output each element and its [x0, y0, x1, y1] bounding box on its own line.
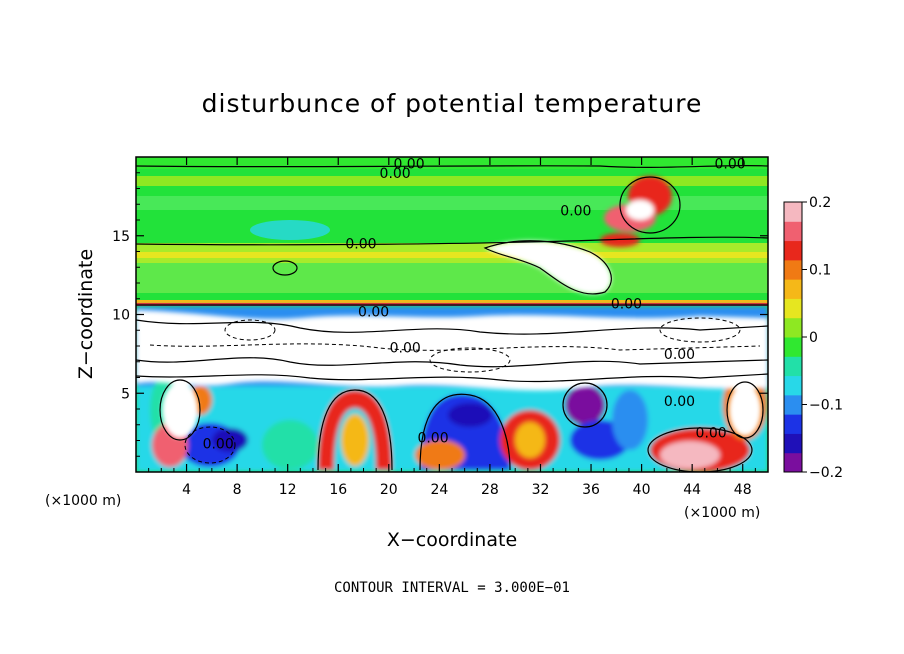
colorbar-swatch — [784, 221, 802, 242]
contour-label: 0.00 — [203, 437, 234, 453]
contour-label: 0.00 — [714, 156, 745, 172]
colorbar-swatch — [784, 394, 802, 415]
x-unit-right: (×1000 m) — [684, 505, 760, 521]
colorbar-swatch — [784, 279, 802, 299]
colorbar-swatch — [784, 356, 802, 377]
contour-labels: 0.000.000.000.000.000.00 0.000.00 0.000.00… — [203, 156, 746, 452]
colorbar-swatch — [784, 375, 802, 396]
colorbar-swatch — [784, 240, 802, 261]
colorbar-swatch — [784, 259, 802, 280]
colorbar-tick-label: 0.2 — [809, 195, 831, 211]
chart-title: disturbunce of potential temperature — [202, 89, 703, 118]
x-tick-label: 4 — [182, 482, 191, 498]
contour-label: 0.00 — [560, 204, 591, 220]
x-tick-label: 28 — [481, 482, 499, 498]
colorbar-swatch — [784, 452, 802, 473]
contour-label: 0.00 — [393, 156, 424, 172]
y-tick-label: 10 — [112, 308, 130, 324]
y-axis-label: Z−coordinate — [75, 249, 97, 379]
colorbar-swatch — [784, 317, 802, 338]
y-tick-label: 5 — [121, 386, 130, 402]
contour-label: 0.00 — [611, 296, 642, 312]
x-tick-label: 32 — [532, 482, 550, 498]
x-unit-left: (×1000 m) — [45, 493, 121, 509]
contour-label: 0.00 — [664, 394, 695, 410]
colorbar-tick-label: 0.1 — [809, 263, 831, 279]
colorbar-swatch — [784, 414, 802, 434]
contour-interval: CONTOUR INTERVAL = 3.000E−01 — [334, 580, 570, 596]
colorbar-tick-label: −0.2 — [809, 465, 843, 481]
colorbar: 0.2 0.1 0 −0.1 −0.2 — [783, 195, 843, 481]
contour-label: 0.00 — [380, 166, 411, 182]
colorbar-tick-label: 0 — [809, 330, 818, 346]
colorbar-swatch — [784, 298, 802, 319]
y-tick-label: 15 — [112, 229, 130, 245]
x-tick-label: 44 — [683, 482, 701, 498]
contour-label: 0.00 — [358, 304, 389, 320]
x-tick-label: 48 — [734, 482, 752, 498]
x-tick-label: 36 — [582, 482, 600, 498]
colorbar-swatch — [784, 337, 802, 357]
contour-label: 0.00 — [417, 430, 448, 446]
x-tick-label: 24 — [430, 482, 448, 498]
x-axis-ticks: 4 8 12 16 20 24 28 32 36 40 44 48 — [148, 157, 756, 498]
x-tick-label: 16 — [329, 482, 347, 498]
contour-label: 0.00 — [664, 347, 695, 363]
contour-label: 0.00 — [696, 426, 727, 442]
x-tick-label: 20 — [380, 482, 398, 498]
contour-label: 0.00 — [345, 237, 376, 253]
y-axis-ticks: 5 10 15 — [112, 172, 768, 457]
colorbar-swatch — [784, 433, 802, 454]
contour-label: 0.00 — [390, 341, 421, 357]
x-tick-label: 8 — [233, 482, 242, 498]
colorbar-tick-label: −0.1 — [809, 398, 843, 414]
x-tick-label: 40 — [633, 482, 651, 498]
heatmap-field — [136, 157, 768, 472]
x-axis-label: X−coordinate — [387, 529, 517, 551]
x-tick-label: 12 — [279, 482, 297, 498]
colorbar-swatch — [784, 202, 802, 222]
